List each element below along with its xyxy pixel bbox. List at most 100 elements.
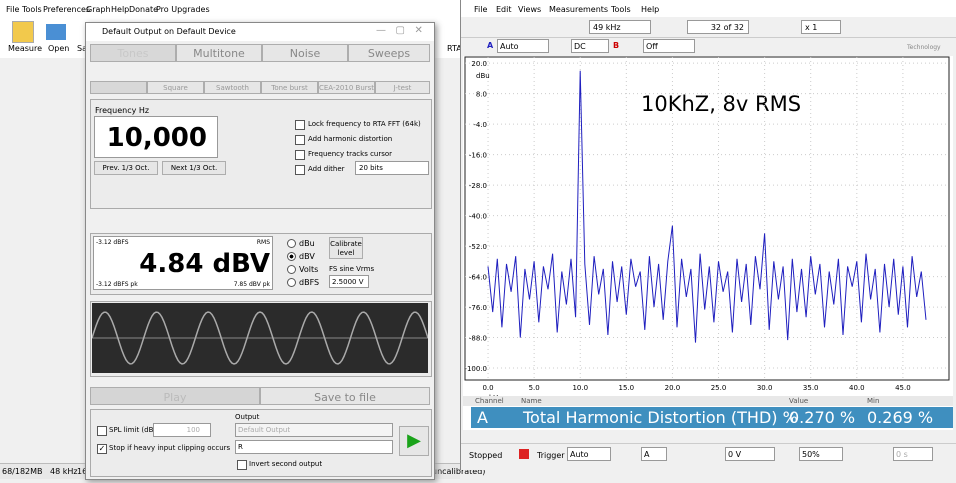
subtab[interactable]: J-test: [375, 81, 430, 94]
span-select[interactable]: 49 kHz: [589, 20, 651, 34]
channel-select[interactable]: R: [235, 440, 393, 454]
checkbox[interactable]: [97, 426, 107, 436]
channel-label[interactable]: B: [613, 41, 620, 50]
menu-item[interactable]: Views: [518, 5, 542, 14]
status-text: uncalibrated): [432, 467, 486, 476]
range-select[interactable]: Auto: [497, 39, 549, 53]
button[interactable]: Play: [90, 387, 260, 405]
x-tick-label: 30.0: [757, 384, 773, 392]
waveform-trace: [92, 311, 428, 365]
subtab[interactable]: Sawtooth: [204, 81, 261, 94]
button[interactable]: Save to file: [260, 387, 430, 405]
subtab[interactable]: Tone burst: [261, 81, 318, 94]
label: Output: [235, 413, 260, 421]
fs-input[interactable]: 2.5000 V: [329, 275, 369, 288]
coupling-select[interactable]: DC: [571, 39, 609, 53]
cell: Total Harmonic Distortion (THD) %: [523, 408, 798, 427]
subtab[interactable]: CEA-2010 Burst: [318, 81, 375, 94]
checkbox[interactable]: [295, 165, 305, 175]
threshold-input[interactable]: 0 V: [725, 447, 775, 461]
output-panel: SPL limit (dB): 100 ✓ Stop if heavy inpu…: [90, 409, 432, 477]
header-cell: Name: [521, 397, 542, 405]
menu-item[interactable]: Measurements: [549, 5, 609, 14]
status-text: 16: [77, 467, 88, 476]
cell: 0.269 %: [867, 408, 934, 427]
label: dBV: [299, 252, 315, 261]
checkbox[interactable]: [295, 135, 305, 145]
radio[interactable]: [287, 278, 296, 287]
menu-item[interactable]: Tools: [611, 5, 631, 14]
x-tick-label: 15.0: [619, 384, 635, 392]
checkbox[interactable]: [237, 460, 247, 470]
y-tick-label: -100.0: [464, 365, 487, 373]
scope-toolbar: 49 kHz 32 of 32 x 1: [461, 17, 956, 38]
spl-input[interactable]: 100: [153, 423, 211, 437]
radio[interactable]: [287, 252, 296, 261]
output-select[interactable]: Default Output: [235, 423, 393, 437]
button[interactable]: Next 1/3 Oct.: [162, 161, 226, 175]
x-tick-label: 5.0: [529, 384, 540, 392]
label: Frequency tracks cursor: [308, 150, 393, 158]
dither-select[interactable]: 20 bits: [355, 161, 429, 175]
label: dBFS: [299, 278, 320, 287]
waveform: [92, 303, 428, 373]
x-tick-label: 25.0: [711, 384, 727, 392]
frequency-input[interactable]: 10,000: [94, 116, 218, 158]
status-text: 48 kHz: [50, 467, 78, 476]
stop-button[interactable]: [519, 449, 529, 459]
tab[interactable]: Multitone: [176, 44, 262, 62]
tab[interactable]: Sweeps: [348, 44, 430, 62]
toolbar-button[interactable]: Measure: [8, 44, 42, 53]
table-row[interactable]: A Total Harmonic Distortion (THD) % 0.27…: [471, 407, 953, 428]
annotation: 10KhZ, 8v RMS: [641, 92, 801, 116]
menu-item[interactable]: Graph: [86, 5, 111, 14]
menu-item[interactable]: Donate: [129, 5, 159, 14]
checkbox[interactable]: [295, 150, 305, 160]
trigger-select[interactable]: Auto: [567, 447, 611, 461]
delay-input[interactable]: 0 s: [893, 447, 933, 461]
toolbar-button[interactable]: Open: [48, 44, 70, 53]
menu-item[interactable]: Help: [111, 5, 130, 14]
y-tick-label: 8.0: [476, 91, 487, 99]
button[interactable]: Prev. 1/3 Oct.: [94, 161, 158, 175]
play-button[interactable]: ▶: [399, 426, 429, 456]
menu-item[interactable]: Preferences: [43, 5, 91, 14]
spectrum-trace: [487, 70, 927, 343]
label: -3.12 dBFS pk: [96, 281, 138, 288]
toolbar-button[interactable]: RTA: [447, 44, 462, 53]
radio[interactable]: [287, 239, 296, 248]
dialog-titlebar: Default Output on Default Device — ▢ ✕: [86, 23, 434, 41]
label: dBu: [299, 239, 315, 248]
window-controls[interactable]: — ▢ ✕: [376, 25, 423, 36]
menu-item[interactable]: Edit: [496, 5, 512, 14]
menu-item[interactable]: File: [6, 5, 20, 14]
y-tick-label: -52.0: [469, 243, 487, 251]
range-select[interactable]: Off: [643, 39, 695, 53]
trigger-channel[interactable]: A: [641, 447, 667, 461]
table-header: Channel Name Value Min: [463, 396, 953, 406]
zoom-select[interactable]: x 1: [801, 20, 841, 34]
menu-item[interactable]: Tools: [22, 5, 42, 14]
scope-channel-bar: A Auto DC B Off Technology: [461, 37, 956, 56]
radio[interactable]: [287, 265, 296, 274]
checkbox[interactable]: [295, 120, 305, 130]
menu-item[interactable]: Pro Upgrades: [156, 5, 210, 14]
subtab-selected[interactable]: [90, 81, 147, 94]
menu-item[interactable]: Help: [641, 5, 660, 14]
subtab[interactable]: Square: [147, 81, 204, 94]
menu-item[interactable]: File: [474, 5, 488, 14]
label: -3.12 dBFS: [96, 239, 129, 246]
channel-label[interactable]: A: [487, 41, 494, 50]
tab[interactable]: Tones: [90, 44, 176, 62]
tab[interactable]: Noise: [262, 44, 348, 62]
button[interactable]: Calibrate level: [329, 237, 363, 259]
checkbox-checked[interactable]: ✓: [97, 444, 107, 454]
open-icon: [46, 24, 66, 40]
pretrigger-input[interactable]: 50%: [799, 447, 843, 461]
label: SPL limit (dB):: [109, 426, 159, 434]
measure-icon: [12, 21, 34, 43]
toolbar-button[interactable]: Sa: [77, 44, 87, 53]
cell: A: [477, 408, 488, 427]
status-text: Trigger: [537, 451, 565, 460]
level-value: 4.84 dBV: [139, 249, 270, 279]
